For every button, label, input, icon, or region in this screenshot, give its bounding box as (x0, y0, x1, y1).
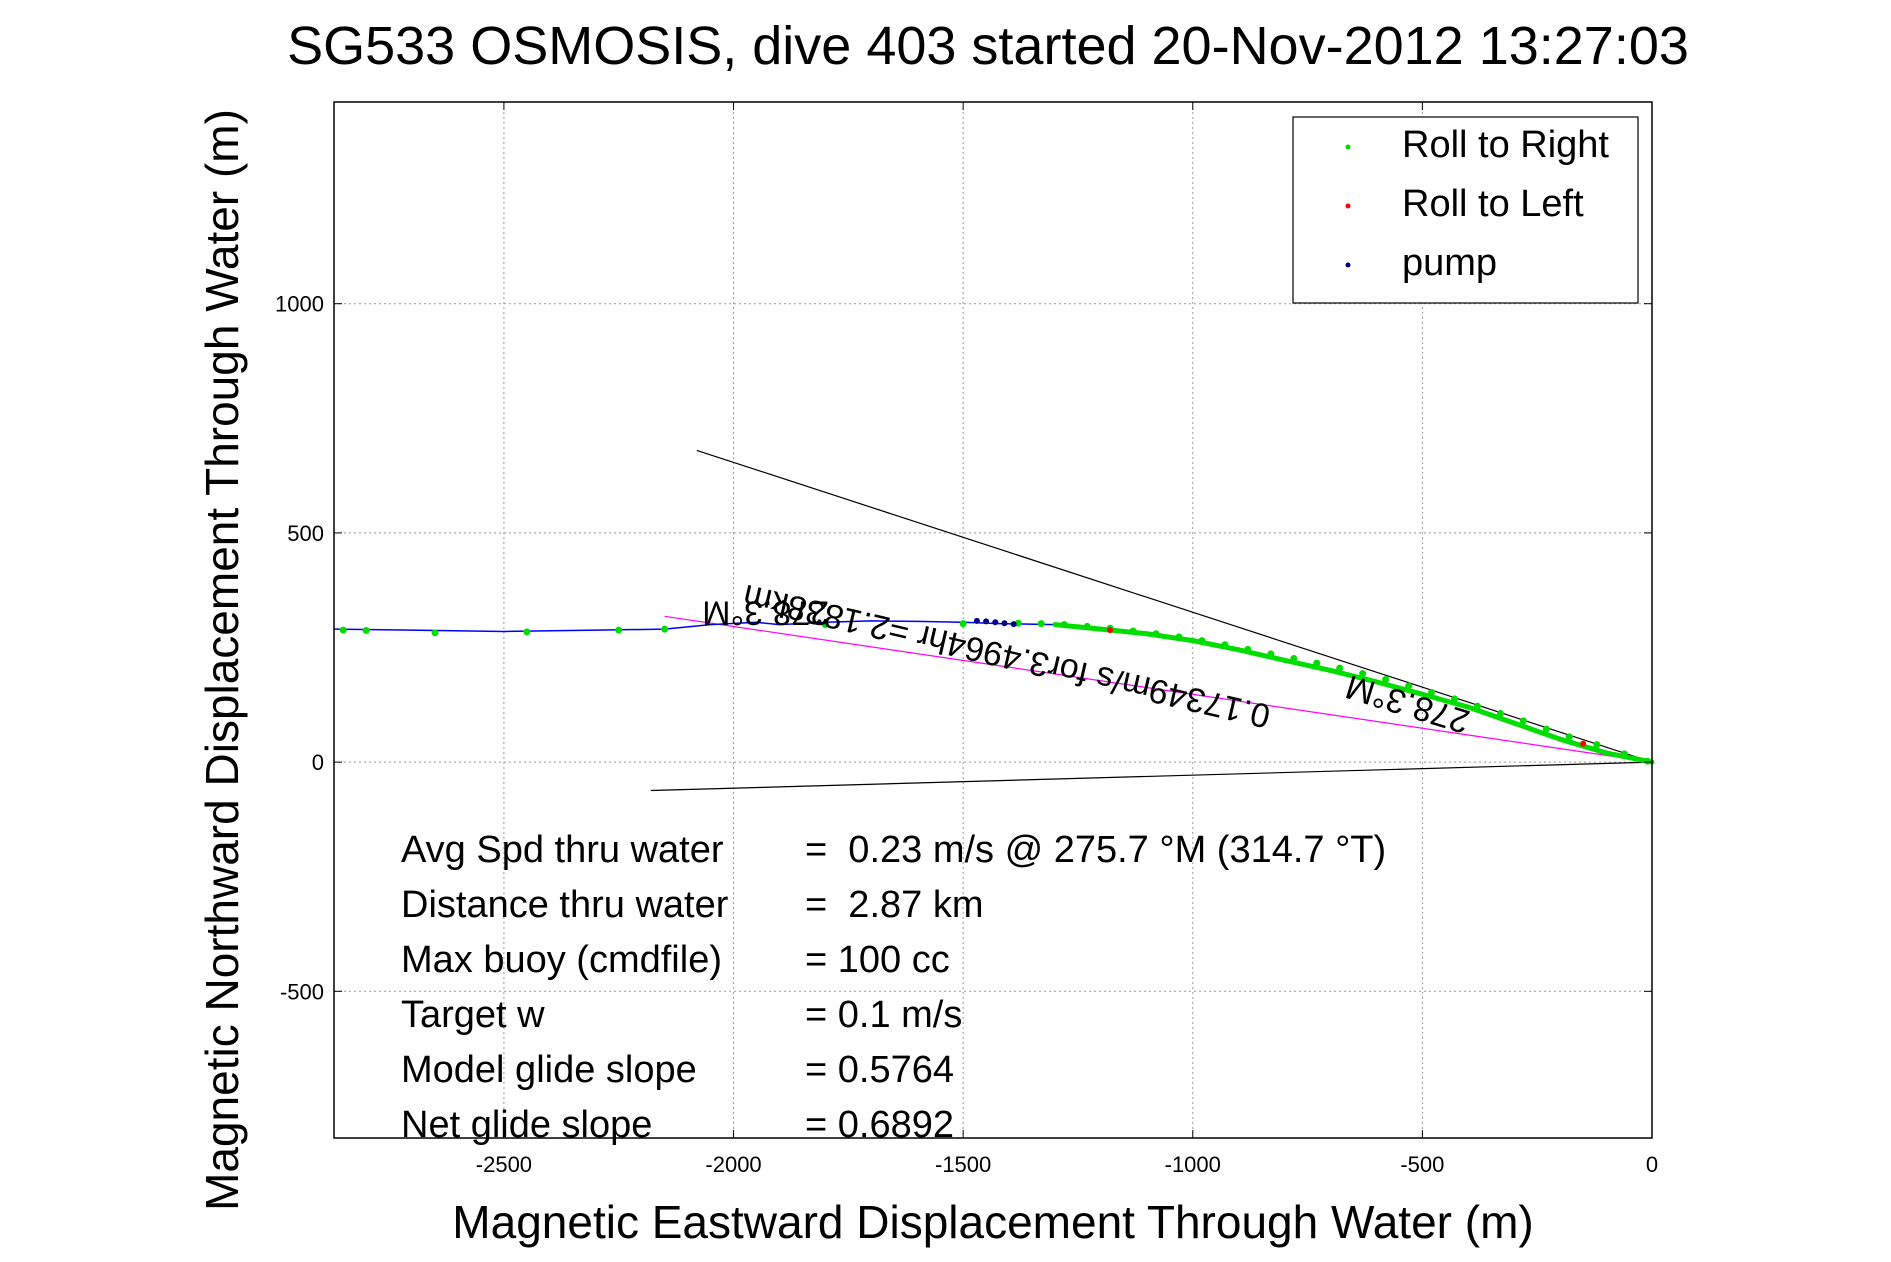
roll-right-band (1190, 638, 1242, 653)
annotation-label: 278.3°M (702, 594, 829, 632)
roll-right-point (661, 625, 669, 633)
x-axis-ticks: -2500 -2000 -1500 -1000 -500 0 (476, 102, 1658, 1177)
annotation-label: 278.3°M (1341, 667, 1474, 740)
roll-left-point (1107, 627, 1114, 634)
roll-right-point (1593, 741, 1601, 749)
legend: Roll to Right Roll to Left pump (1292, 116, 1639, 304)
roll-right-band (1236, 647, 1288, 663)
legend-box (1292, 116, 1639, 304)
line-fit (664, 615, 1653, 763)
stat-value: = 0.5764 (805, 1049, 954, 1091)
roll-right-point (1519, 717, 1527, 725)
roll-right-band (1373, 679, 1425, 697)
pump-point (1001, 620, 1008, 627)
roll-right-point (615, 626, 623, 634)
x-tick-label: -1500 (935, 1152, 991, 1177)
annotation-label: 0.17349m/s for3.4964hr =2.1838km (739, 577, 1273, 735)
pump-point (973, 617, 980, 624)
stat-label: Max buoy (cmdfile) (401, 939, 722, 981)
y-tick-label: 1000 (275, 292, 324, 317)
legend-marker (1345, 262, 1351, 268)
roll-right-band (1282, 657, 1334, 673)
roll-right-band (1419, 691, 1471, 710)
roll-right-point (959, 620, 967, 628)
marker-series (339, 617, 1655, 765)
pump-point (983, 618, 990, 625)
stat-label: Avg Spd thru water (401, 829, 724, 871)
roll-right-band (1511, 720, 1563, 742)
roll-right-point (1565, 733, 1573, 741)
annotations: 278.3°M0.17349m/s for3.4964hr =2.1838km 2… (702, 577, 1474, 741)
roll-right-point (821, 621, 829, 629)
stat-value: = 0.6892 (805, 1104, 954, 1146)
y-axis-label: Magnetic Northward Displacement Through … (196, 109, 248, 1211)
stats-block: Avg Spd thru water = 0.23 m/s @ 275.7 °M … (401, 829, 1386, 1146)
chart-title: SG533 OSMOSIS, dive 403 started 20-Nov-2… (287, 16, 1689, 76)
pump-point (1010, 621, 1017, 628)
legend-label: pump (1402, 242, 1497, 284)
x-tick-label: -2500 (476, 1152, 532, 1177)
roll-left-point (1580, 740, 1587, 747)
legend-label: Roll to Left (1402, 183, 1584, 225)
y-tick-label: -500 (280, 979, 324, 1004)
stat-label: Distance thru water (401, 884, 729, 926)
roll-right-band (1603, 750, 1655, 765)
stat-label: Target w (401, 994, 545, 1036)
roll-right-band (1144, 631, 1196, 644)
pump-point (992, 619, 999, 626)
reference-lines (650, 449, 1653, 792)
roll-right-point (1542, 725, 1550, 733)
line-lower (650, 761, 1653, 792)
stat-label: Net glide slope (401, 1104, 652, 1146)
legend-marker (1345, 203, 1351, 209)
roll-right-band (1465, 704, 1517, 726)
roll-right-point (339, 626, 347, 634)
x-tick-label: 0 (1646, 1152, 1658, 1177)
roll-right-point (431, 629, 439, 637)
stat-value: = 100 cc (805, 939, 950, 981)
x-tick-label: -500 (1400, 1152, 1444, 1177)
roll-right-band (1328, 667, 1379, 685)
roll-right-point (1037, 620, 1045, 628)
y-axis-ticks: -500 0 500 1000 (275, 292, 1652, 1004)
stat-value: = 0.1 m/s (805, 994, 962, 1036)
x-tick-label: -2000 (705, 1152, 761, 1177)
roll-right-point (362, 627, 370, 635)
roll-right-band (1052, 622, 1104, 632)
y-tick-label: 0 (312, 750, 324, 775)
legend-label: Roll to Right (1402, 124, 1609, 166)
line-upper (696, 449, 1653, 763)
roll-right-point (1359, 670, 1367, 678)
x-axis-label: Magnetic Eastward Displacement Through W… (452, 1196, 1533, 1248)
stat-label: Model glide slope (401, 1049, 697, 1091)
stat-value: = 0.23 m/s @ 275.7 °M (314.7 °T) (805, 829, 1386, 871)
legend-marker (1345, 144, 1351, 150)
stat-value: = 2.87 km (805, 884, 983, 926)
x-tick-label: -1000 (1165, 1152, 1221, 1177)
y-tick-label: 500 (287, 521, 324, 546)
plot-area (333, 101, 1653, 1139)
roll-right-point (523, 628, 531, 636)
